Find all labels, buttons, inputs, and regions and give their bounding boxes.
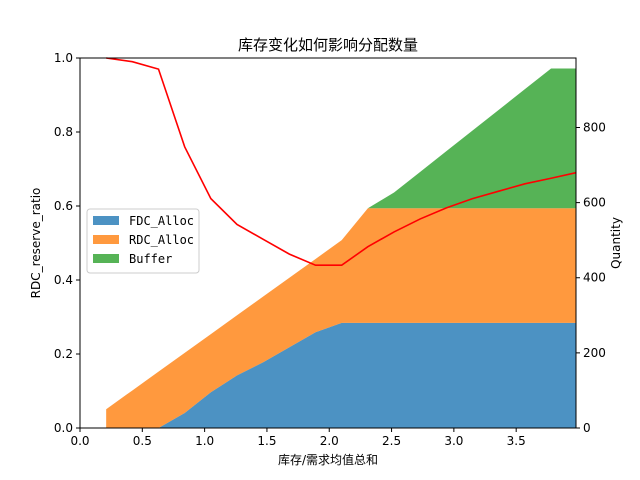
legend-label-fdc-alloc: FDC_Alloc [129, 214, 194, 228]
y-left-tick-label: 0.4 [54, 273, 73, 287]
x-tick-label: 2.0 [320, 434, 339, 448]
x-tick-label: 3.5 [507, 434, 526, 448]
y-left-tick-label: 0.6 [54, 199, 73, 213]
y-left-axis-ticks: 0.0 0.2 0.4 0.6 0.8 1.0 [54, 51, 80, 435]
x-tick-label: 0.0 [70, 434, 89, 448]
y-left-tick-label: 0.0 [54, 421, 73, 435]
x-tick-label: 2.5 [382, 434, 401, 448]
ratio-line-layer [106, 57, 577, 266]
x-tick-label: 1.0 [195, 434, 214, 448]
y-right-tick-label: 0 [583, 421, 591, 435]
chart-title: 库存变化如何影响分配数量 [238, 36, 418, 54]
legend-swatch-fdc-alloc [93, 216, 119, 225]
legend-label-buffer: Buffer [129, 252, 172, 266]
ratio-line [106, 57, 577, 266]
legend-swatch-buffer [93, 254, 119, 263]
y-left-axis-label: RDC_reserve_ratio [29, 188, 43, 299]
y-right-tick-label: 200 [583, 346, 606, 360]
y-right-axis-ticks: 0 200 400 600 800 [576, 120, 606, 435]
y-left-tick-label: 0.8 [54, 125, 73, 139]
x-axis-ticks: 0.0 0.5 1.0 1.5 2.0 2.5 3.0 3.5 [70, 428, 526, 448]
y-right-tick-label: 400 [583, 271, 606, 285]
legend-swatch-rdc-alloc [93, 235, 119, 244]
y-right-axis-label: Quantity [609, 217, 623, 269]
legend-label-rdc-alloc: RDC_Alloc [129, 233, 194, 247]
y-left-tick-label: 1.0 [54, 51, 73, 65]
x-tick-label: 3.0 [444, 434, 463, 448]
y-right-tick-label: 600 [583, 196, 606, 210]
area-fdc-alloc [106, 322, 577, 428]
area-buffer [106, 68, 577, 410]
area-layer [106, 68, 577, 428]
x-tick-label: 1.5 [257, 434, 276, 448]
y-left-tick-label: 0.2 [54, 347, 73, 361]
area-rdc-alloc [106, 208, 577, 428]
y-right-tick-label: 800 [583, 120, 606, 134]
legend: FDC_Alloc RDC_Alloc Buffer [86, 208, 200, 274]
x-tick-label: 0.5 [133, 434, 152, 448]
x-axis-label: 库存/需求均值总和 [278, 452, 378, 467]
plot-frame [79, 57, 577, 429]
